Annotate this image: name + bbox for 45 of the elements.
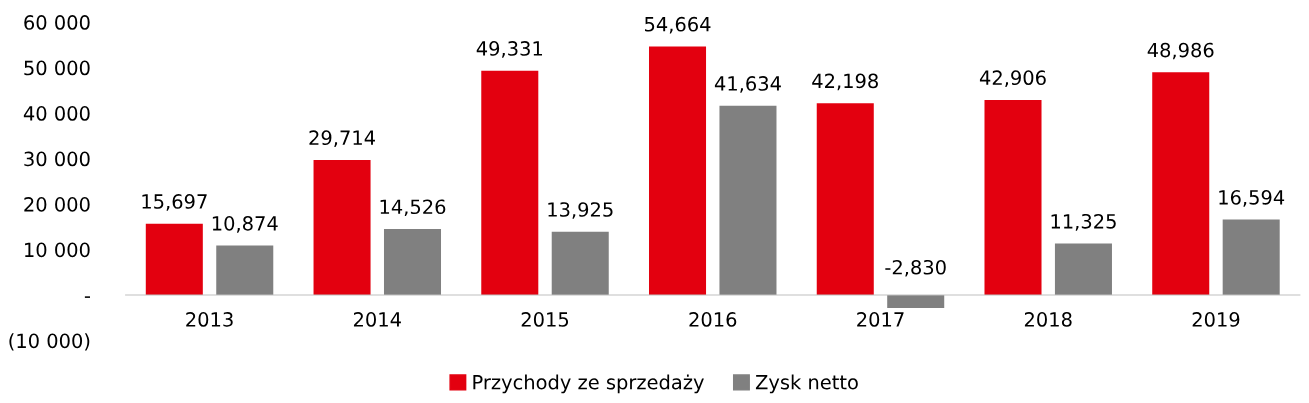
bar <box>649 46 707 296</box>
bar <box>984 99 1042 296</box>
bar <box>383 228 442 296</box>
y-tick-label: 60 000 <box>24 15 90 30</box>
bar <box>1054 243 1112 296</box>
x-tick-label: 2014 <box>353 312 401 327</box>
bar <box>887 295 945 308</box>
y-tick-label: 30 000 <box>24 151 90 167</box>
data-label: 49,331 <box>476 41 543 58</box>
bar <box>145 223 203 296</box>
x-tick-label: 2018 <box>1024 312 1072 327</box>
bar <box>313 159 371 296</box>
x-tick-label: 2013 <box>186 312 233 327</box>
data-label: 15,697 <box>142 194 207 211</box>
data-label: 10,874 <box>212 216 278 233</box>
legend-label: Przychody ze sprzedaży <box>473 374 704 394</box>
data-label: 16,594 <box>1219 190 1285 207</box>
bar <box>551 231 609 296</box>
data-label: -2,830 <box>885 259 946 277</box>
bar <box>481 70 539 296</box>
data-label: 42,906 <box>979 70 1046 88</box>
y-tick-label: 20 000 <box>24 197 90 212</box>
data-label: 54,664 <box>645 16 711 34</box>
data-label: 48,986 <box>1147 42 1214 60</box>
x-tick-label: 2016 <box>689 312 737 327</box>
x-tick-label: 2015 <box>521 312 569 327</box>
data-label: 42,198 <box>812 73 878 91</box>
x-tick-label: 2017 <box>857 312 904 327</box>
data-label: 11,325 <box>1051 213 1116 231</box>
legend-label: Zysk netto <box>755 374 858 394</box>
bar <box>1222 219 1280 296</box>
bar <box>816 103 874 296</box>
bar <box>1152 72 1210 296</box>
bar <box>719 105 777 296</box>
bar <box>216 245 274 296</box>
y-tick-label: - <box>84 296 90 298</box>
x-tick-label: 2019 <box>1192 312 1240 327</box>
data-label: 29,714 <box>309 130 375 148</box>
y-tick-label: (10 000) <box>9 333 90 351</box>
data-label: 13,925 <box>548 202 613 219</box>
data-label: 41,634 <box>714 76 781 93</box>
y-tick-label: 50 000 <box>24 60 90 76</box>
y-tick-label: 40 000 <box>23 106 90 121</box>
data-label: 14,526 <box>380 199 446 217</box>
y-tick-label: 10 000 <box>25 242 90 258</box>
